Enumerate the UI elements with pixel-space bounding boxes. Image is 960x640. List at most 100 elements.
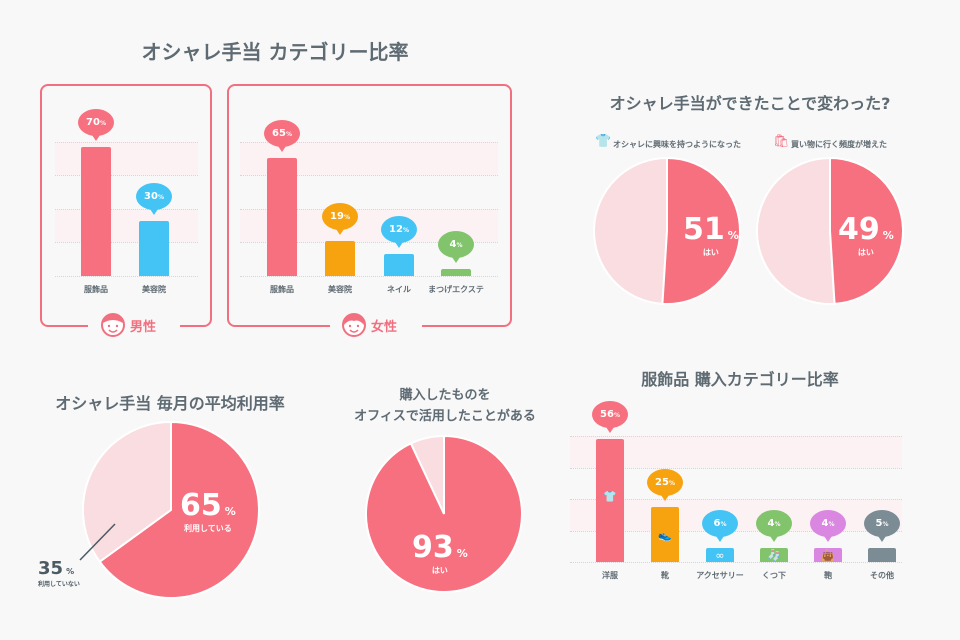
category-label: ネイル: [387, 285, 411, 294]
rest-value: 35: [38, 558, 64, 579]
pie-value-label: 51% はい: [683, 212, 739, 258]
value-label: 4: [449, 238, 457, 250]
bar-くつ下: 🧦: [760, 548, 788, 562]
value-bubble: 6%: [702, 510, 738, 542]
value-bubble: 56%: [592, 400, 628, 433]
purchase-title: 服飾品 購入カテゴリー比率: [641, 370, 839, 389]
pie-sub-label: はい: [857, 248, 874, 257]
category-label: 服飾品: [270, 285, 294, 294]
gridline: [240, 142, 498, 143]
office-title-line2: オフィスで活用したことがある: [354, 409, 536, 424]
gridline: [570, 531, 902, 532]
pie-value-label: 93% はい: [412, 530, 468, 576]
unit-label: %: [720, 521, 727, 528]
value-bubble: 12%: [381, 216, 417, 249]
pie-value: 65: [180, 488, 222, 523]
category-title: オシャレ手当 カテゴリー比率: [141, 40, 409, 64]
eye: [348, 324, 352, 328]
gridline: [240, 242, 498, 243]
hair: [344, 314, 364, 325]
value-label: 6: [713, 518, 721, 529]
gridline: [240, 209, 498, 210]
pie-slice-value: [829, 156, 904, 305]
pie-sub-label: はい: [702, 248, 719, 257]
gridline: [55, 142, 198, 143]
pie-sub-label: はい: [431, 566, 448, 575]
group-label: 男性: [130, 320, 157, 335]
value-label: 25: [655, 477, 669, 488]
unit-label: %: [774, 521, 781, 528]
category-label: 鞄: [824, 571, 832, 580]
bar-美容院: [139, 220, 169, 276]
bar-服飾品: [81, 146, 111, 276]
unit-label: %: [882, 521, 889, 528]
pie-unit: %: [727, 229, 739, 242]
grid-band: [55, 209, 198, 242]
unit-label: %: [343, 214, 350, 222]
gridline: [55, 209, 198, 210]
rest-label: 利用していない: [38, 581, 80, 588]
pie-slice-rest: [593, 156, 668, 305]
pie-value: 49: [838, 212, 880, 247]
pie-slice-value: [98, 420, 260, 599]
value-bubble: 65%: [264, 119, 300, 152]
bar-ネイル: [384, 254, 414, 276]
bar-アクセサリー: ∞: [706, 548, 734, 562]
gridline: [240, 276, 498, 277]
value-bubble: 5%: [864, 510, 900, 542]
rest-unit: %: [66, 567, 75, 576]
bar-洋服: 👕: [596, 438, 624, 562]
gridline: [55, 276, 198, 277]
pie-slice-value: [661, 156, 741, 305]
value-label: 56: [600, 408, 614, 420]
category-label: まつげエクステ: [428, 285, 484, 294]
category-label: くつ下: [762, 571, 786, 580]
pie-value-label: 65% 利用している: [180, 488, 236, 534]
pie-slice-rest: [82, 420, 172, 564]
category-label: その他: [870, 571, 894, 580]
value-label: 65: [272, 127, 286, 139]
value-bubble: 70%: [78, 108, 114, 141]
grid-band: [55, 142, 198, 175]
value-bubble: 4%: [756, 510, 792, 542]
office-title-line1: 購入したものを: [399, 388, 491, 403]
value-label: 19: [330, 211, 344, 223]
rest-value-label: 35% 利用していない: [38, 558, 80, 588]
mouth: [349, 329, 359, 333]
frame-gap: [88, 322, 180, 328]
pie-slice-value: [364, 434, 523, 593]
category-label: 洋服: [602, 571, 618, 580]
bar-美容院: [325, 241, 355, 276]
shopping-bag-icon: 🛍: [773, 134, 790, 149]
socks-icon: 🧦: [767, 549, 781, 562]
value-label: 5: [875, 518, 883, 529]
gridline: [570, 468, 902, 469]
changes-title: オシャレ手当ができたことで変わった?: [609, 94, 891, 113]
gridline: [570, 436, 902, 437]
eye: [107, 324, 111, 328]
value-label: 4: [821, 518, 829, 529]
unit-label: %: [828, 521, 835, 528]
question-label: 買い物に行く頻度が増えた: [791, 140, 887, 149]
callout-line: [79, 523, 116, 561]
gridline: [240, 175, 498, 176]
category-label: 服飾品: [84, 285, 108, 294]
value-label: 4: [767, 518, 775, 529]
frame-gap: [330, 322, 422, 328]
girl-face-icon: [342, 313, 366, 337]
pie-unit: %: [224, 505, 236, 518]
usage-title: オシャレ手当 毎月の平均利用率: [55, 394, 285, 413]
eye: [356, 324, 360, 328]
pie-sub-label: 利用している: [184, 524, 232, 533]
pie-slice-rest: [756, 156, 836, 305]
gridline: [570, 562, 902, 563]
question-label: オシャレに興味を持つようになった: [613, 140, 741, 149]
shoe-icon: 👟: [658, 528, 672, 542]
bar-鞄: 👜: [814, 548, 842, 562]
bag-icon: 👜: [821, 549, 835, 562]
unit-label: %: [99, 119, 106, 127]
gridline: [570, 499, 902, 500]
category-label: 美容院: [328, 285, 352, 294]
value-bubble: 19%: [322, 203, 358, 236]
